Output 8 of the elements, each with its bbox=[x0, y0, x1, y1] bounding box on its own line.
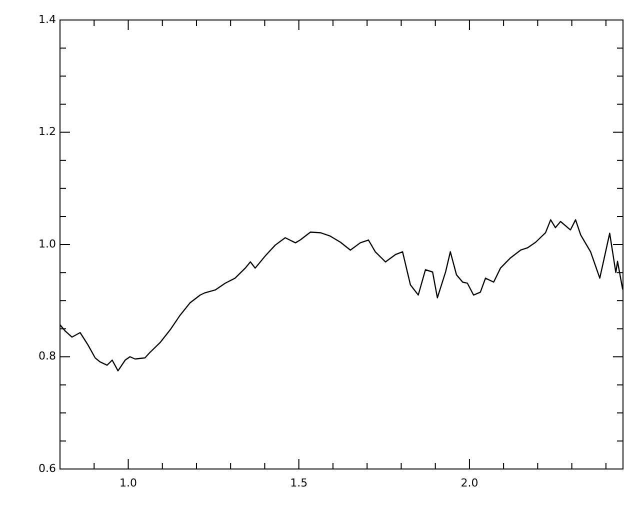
y-tick-label: 0.6 bbox=[38, 462, 56, 475]
y-tick-label: 1.2 bbox=[38, 125, 56, 138]
x-tick-label: 1.0 bbox=[119, 476, 137, 490]
y-tick-label: 1.4 bbox=[38, 12, 56, 26]
y-tick-label: 0.8 bbox=[38, 350, 56, 363]
x-tick-label: 1.5 bbox=[290, 476, 308, 490]
x-tick-label: 2.0 bbox=[460, 476, 478, 490]
y-tick-label: 1.0 bbox=[38, 237, 56, 250]
